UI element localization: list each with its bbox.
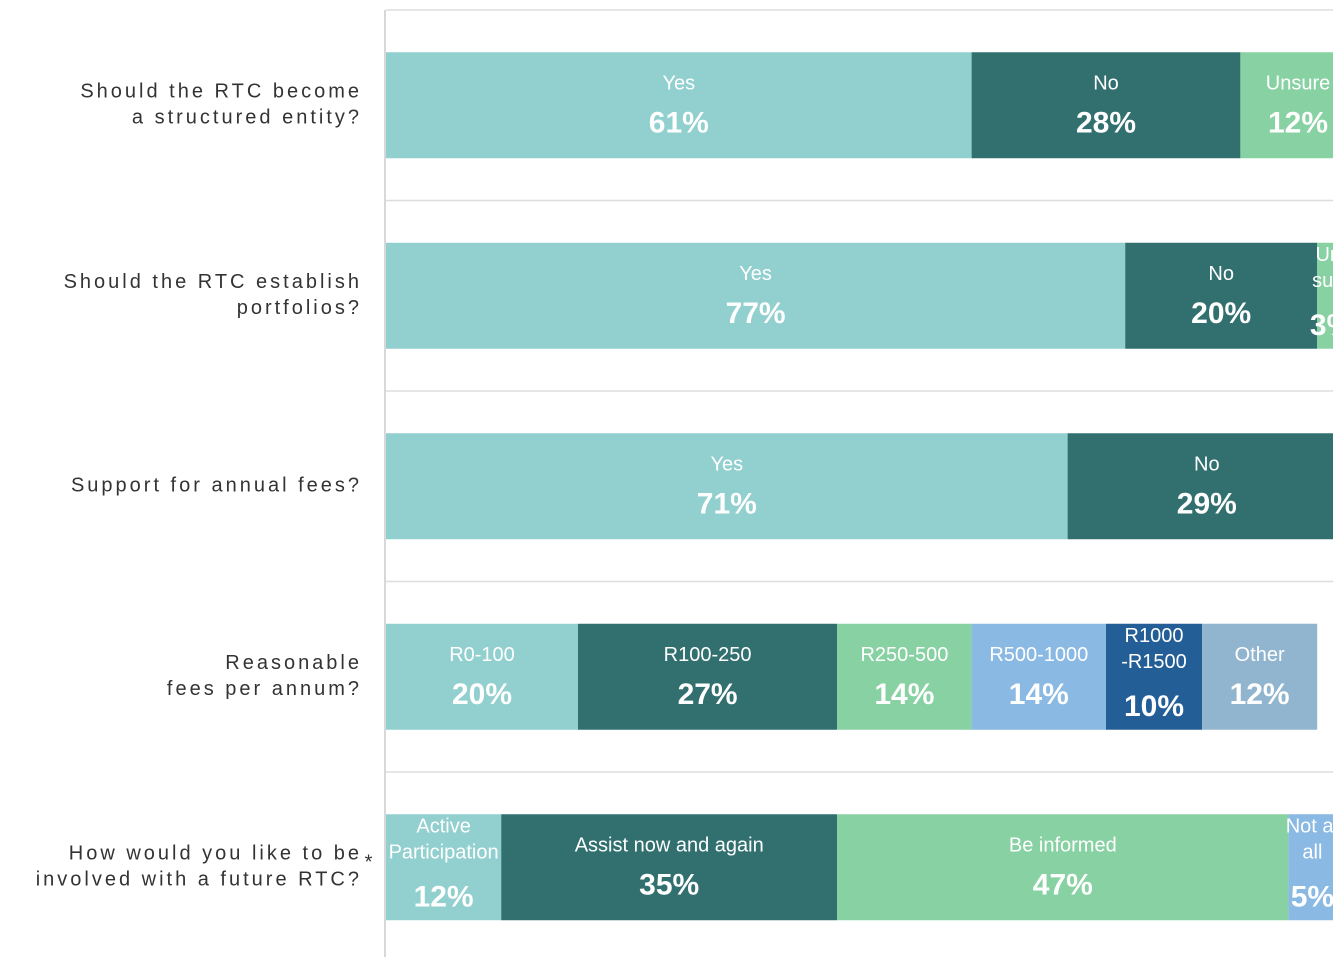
bar-segment bbox=[1106, 623, 1202, 730]
segment-value: 61% bbox=[649, 106, 709, 139]
segment-value: 28% bbox=[1076, 106, 1136, 139]
segment-value: 14% bbox=[874, 678, 934, 711]
segment-name: Be informed bbox=[1009, 835, 1117, 857]
segment-value: 27% bbox=[678, 678, 738, 711]
segment-name: R1000 -R1500 bbox=[1121, 625, 1187, 673]
segment-name: No bbox=[1194, 454, 1220, 476]
segment-name: R0-100 bbox=[449, 644, 515, 666]
segment-value: 29% bbox=[1177, 487, 1237, 520]
segment-name: Unsure bbox=[1266, 73, 1330, 95]
segment-name: Not atall bbox=[1286, 816, 1333, 864]
segment-value: 47% bbox=[1033, 868, 1093, 901]
question-label: How would you like to be involved with a … bbox=[36, 843, 362, 891]
bar-segment bbox=[1317, 242, 1333, 349]
segment-name: R500-1000 bbox=[989, 644, 1088, 666]
note: * bbox=[365, 852, 376, 874]
segment-value: 71% bbox=[697, 487, 757, 520]
segment-name: Other bbox=[1235, 644, 1285, 666]
segment-name: R100-250 bbox=[664, 644, 752, 666]
bar-segment bbox=[971, 52, 1241, 159]
segment-name: Yes bbox=[710, 454, 743, 476]
bar-segment bbox=[971, 623, 1106, 730]
bar-segment bbox=[1240, 52, 1333, 159]
question-label: Should the RTC establish portfolios? bbox=[64, 271, 362, 319]
bar-segment bbox=[386, 814, 502, 921]
segment-value: 20% bbox=[1191, 297, 1251, 330]
bar-segment bbox=[1202, 623, 1318, 730]
segment-value: 12% bbox=[1230, 678, 1290, 711]
segment-name: Assist now and again bbox=[575, 835, 764, 857]
bar-segment bbox=[578, 623, 838, 730]
bar-segment bbox=[837, 623, 972, 730]
bar-segment bbox=[837, 814, 1289, 921]
bar-segment bbox=[386, 52, 972, 159]
segment-value: 10% bbox=[1124, 690, 1184, 723]
segment-value: 5% bbox=[1291, 880, 1333, 913]
segment-value: 12% bbox=[414, 880, 474, 913]
segment-name: R250-500 bbox=[860, 644, 948, 666]
segment-value: 3% bbox=[1310, 309, 1333, 342]
bar-segment bbox=[386, 433, 1068, 540]
bar-segment bbox=[386, 242, 1126, 349]
question-label: Support for annual fees? bbox=[71, 475, 362, 497]
bar-segment bbox=[1067, 433, 1333, 540]
segment-name: Un-sure bbox=[1312, 244, 1333, 292]
bar-segment bbox=[1288, 814, 1333, 921]
segment-value: 14% bbox=[1009, 678, 1069, 711]
segment-name: Active Participation bbox=[389, 816, 499, 864]
segment-name: Yes bbox=[739, 263, 772, 285]
question-label: Reasonable fees per annum? bbox=[167, 652, 362, 700]
bar-segment bbox=[1125, 242, 1318, 349]
segment-value: 20% bbox=[452, 678, 512, 711]
question-label: Should the RTC become a structured entity… bbox=[80, 81, 362, 129]
segment-name: No bbox=[1208, 263, 1234, 285]
segment-value: 35% bbox=[639, 868, 699, 901]
segment-name: Yes bbox=[662, 73, 695, 95]
bar-segment bbox=[501, 814, 838, 921]
segment-value: 12% bbox=[1268, 106, 1328, 139]
segment-value: 77% bbox=[726, 297, 786, 330]
segment-name: No bbox=[1093, 73, 1119, 95]
bar-segment bbox=[386, 623, 578, 730]
